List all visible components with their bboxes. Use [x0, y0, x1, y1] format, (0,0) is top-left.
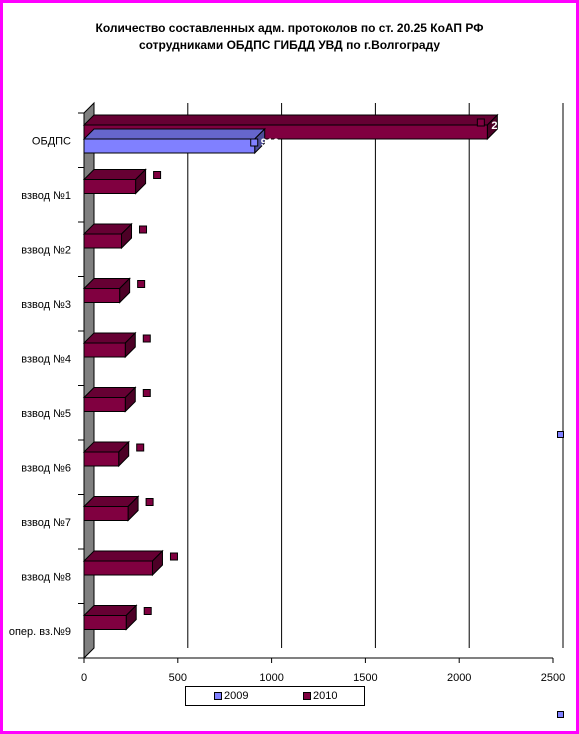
- data-label-2010: 21: [491, 120, 503, 132]
- category-label-5: взвод №5: [21, 408, 71, 420]
- marker-2010-7: [145, 498, 154, 506]
- category-label-0: ОБДПС: [32, 135, 71, 147]
- bar-2010-2-front: [83, 233, 123, 249]
- x-tick-label-1500: 1500: [353, 672, 377, 684]
- chart-title: Количество составленных адм. протоколов …: [0, 20, 579, 54]
- legend-swatch-2009: [214, 692, 222, 700]
- legend-item-2010: 2010: [303, 690, 337, 702]
- bar-2010-0-top: [82, 114, 499, 126]
- marker-2010-4: [142, 334, 151, 343]
- chart-title-line-2: сотрудниками ОБДПС ГИБДД УВД по г.Волгог…: [138, 38, 441, 52]
- bar-2010-7-front: [83, 506, 129, 521]
- category-labels: ОБДПС взвод №1 взвод №2 взвод №3 взвод №4 взв…: [9, 135, 71, 638]
- bar-2010-4: [82, 331, 137, 359]
- axes: [78, 101, 554, 663]
- marker-2010-3: [137, 280, 146, 288]
- data-markers: 21 910: [136, 118, 504, 615]
- legend-label-2009: 2009: [224, 690, 249, 702]
- bar-2010-2: [82, 222, 133, 250]
- tick-labels: 0 500 1000 1500 2000 2500: [81, 672, 565, 684]
- legend-item-2009: 2009: [214, 690, 248, 702]
- bar-2010-9: [82, 604, 138, 631]
- x-tick-label-500: 500: [169, 672, 187, 684]
- bar-2010-5: [82, 386, 137, 413]
- category-label-3: взвод №3: [21, 299, 71, 311]
- bars: [82, 113, 499, 631]
- bar-2010-8-front: [83, 560, 153, 576]
- bar-2010-7: [82, 495, 140, 522]
- bar-2009-0-top: [82, 128, 266, 140]
- selection-handle-bottom-right[interactable]: [557, 711, 564, 718]
- marker-2010-1: [153, 171, 162, 179]
- legend[interactable]: 2009 2010: [185, 686, 365, 706]
- bar-2009-0: [82, 127, 266, 155]
- chart-title-line-1: Количество составленных адм. протоколов …: [95, 21, 484, 35]
- bar-2010-6-front: [83, 451, 120, 467]
- x-tick-label-2500: 2500: [541, 672, 565, 684]
- bar-2010-3-front: [83, 288, 121, 303]
- marker-2010-0: [476, 118, 485, 127]
- marker-2010-9: [143, 607, 152, 615]
- legend-label-2010: 2010: [313, 690, 338, 702]
- marker-2010-6: [136, 443, 145, 452]
- bar-2010-4-front: [83, 342, 126, 358]
- bar-2010-1-top: [82, 169, 147, 180]
- marker-2010-2: [139, 225, 148, 234]
- x-tick-label-1000: 1000: [259, 672, 283, 684]
- category-label-6: взвод №6: [21, 462, 71, 474]
- bar-2010-1-front: [83, 179, 137, 194]
- category-label-7: взвод №7: [21, 517, 71, 529]
- legend-swatch-2010: [303, 692, 311, 700]
- marker-2010-8: [169, 552, 178, 561]
- bar-2010-6: [82, 440, 130, 468]
- bar-2010-1: [82, 168, 147, 195]
- bar-2010-5-front: [83, 397, 126, 412]
- grid-lines: [187, 103, 564, 648]
- data-label-2009: 910: [261, 137, 279, 149]
- bar-2010-8: [82, 549, 164, 577]
- bar-2009-0-front: [83, 138, 256, 154]
- category-label-9: опер. вз.№9: [9, 626, 71, 638]
- marker-2010-5: [142, 389, 151, 397]
- selection-handle-right[interactable]: [557, 431, 564, 438]
- category-label-8: взвод №8: [21, 571, 71, 583]
- bar-2010-9-front: [83, 615, 127, 630]
- x-tick-label-0: 0: [81, 672, 87, 684]
- bar-2010-8-top: [82, 550, 164, 562]
- marker-2009-0: [250, 138, 259, 147]
- category-label-2: взвод №2: [21, 244, 71, 256]
- x-tick-label-2000: 2000: [447, 672, 471, 684]
- category-label-4: взвод №4: [21, 353, 71, 365]
- category-label-1: взвод №1: [21, 190, 71, 202]
- bar-2010-3: [82, 277, 131, 304]
